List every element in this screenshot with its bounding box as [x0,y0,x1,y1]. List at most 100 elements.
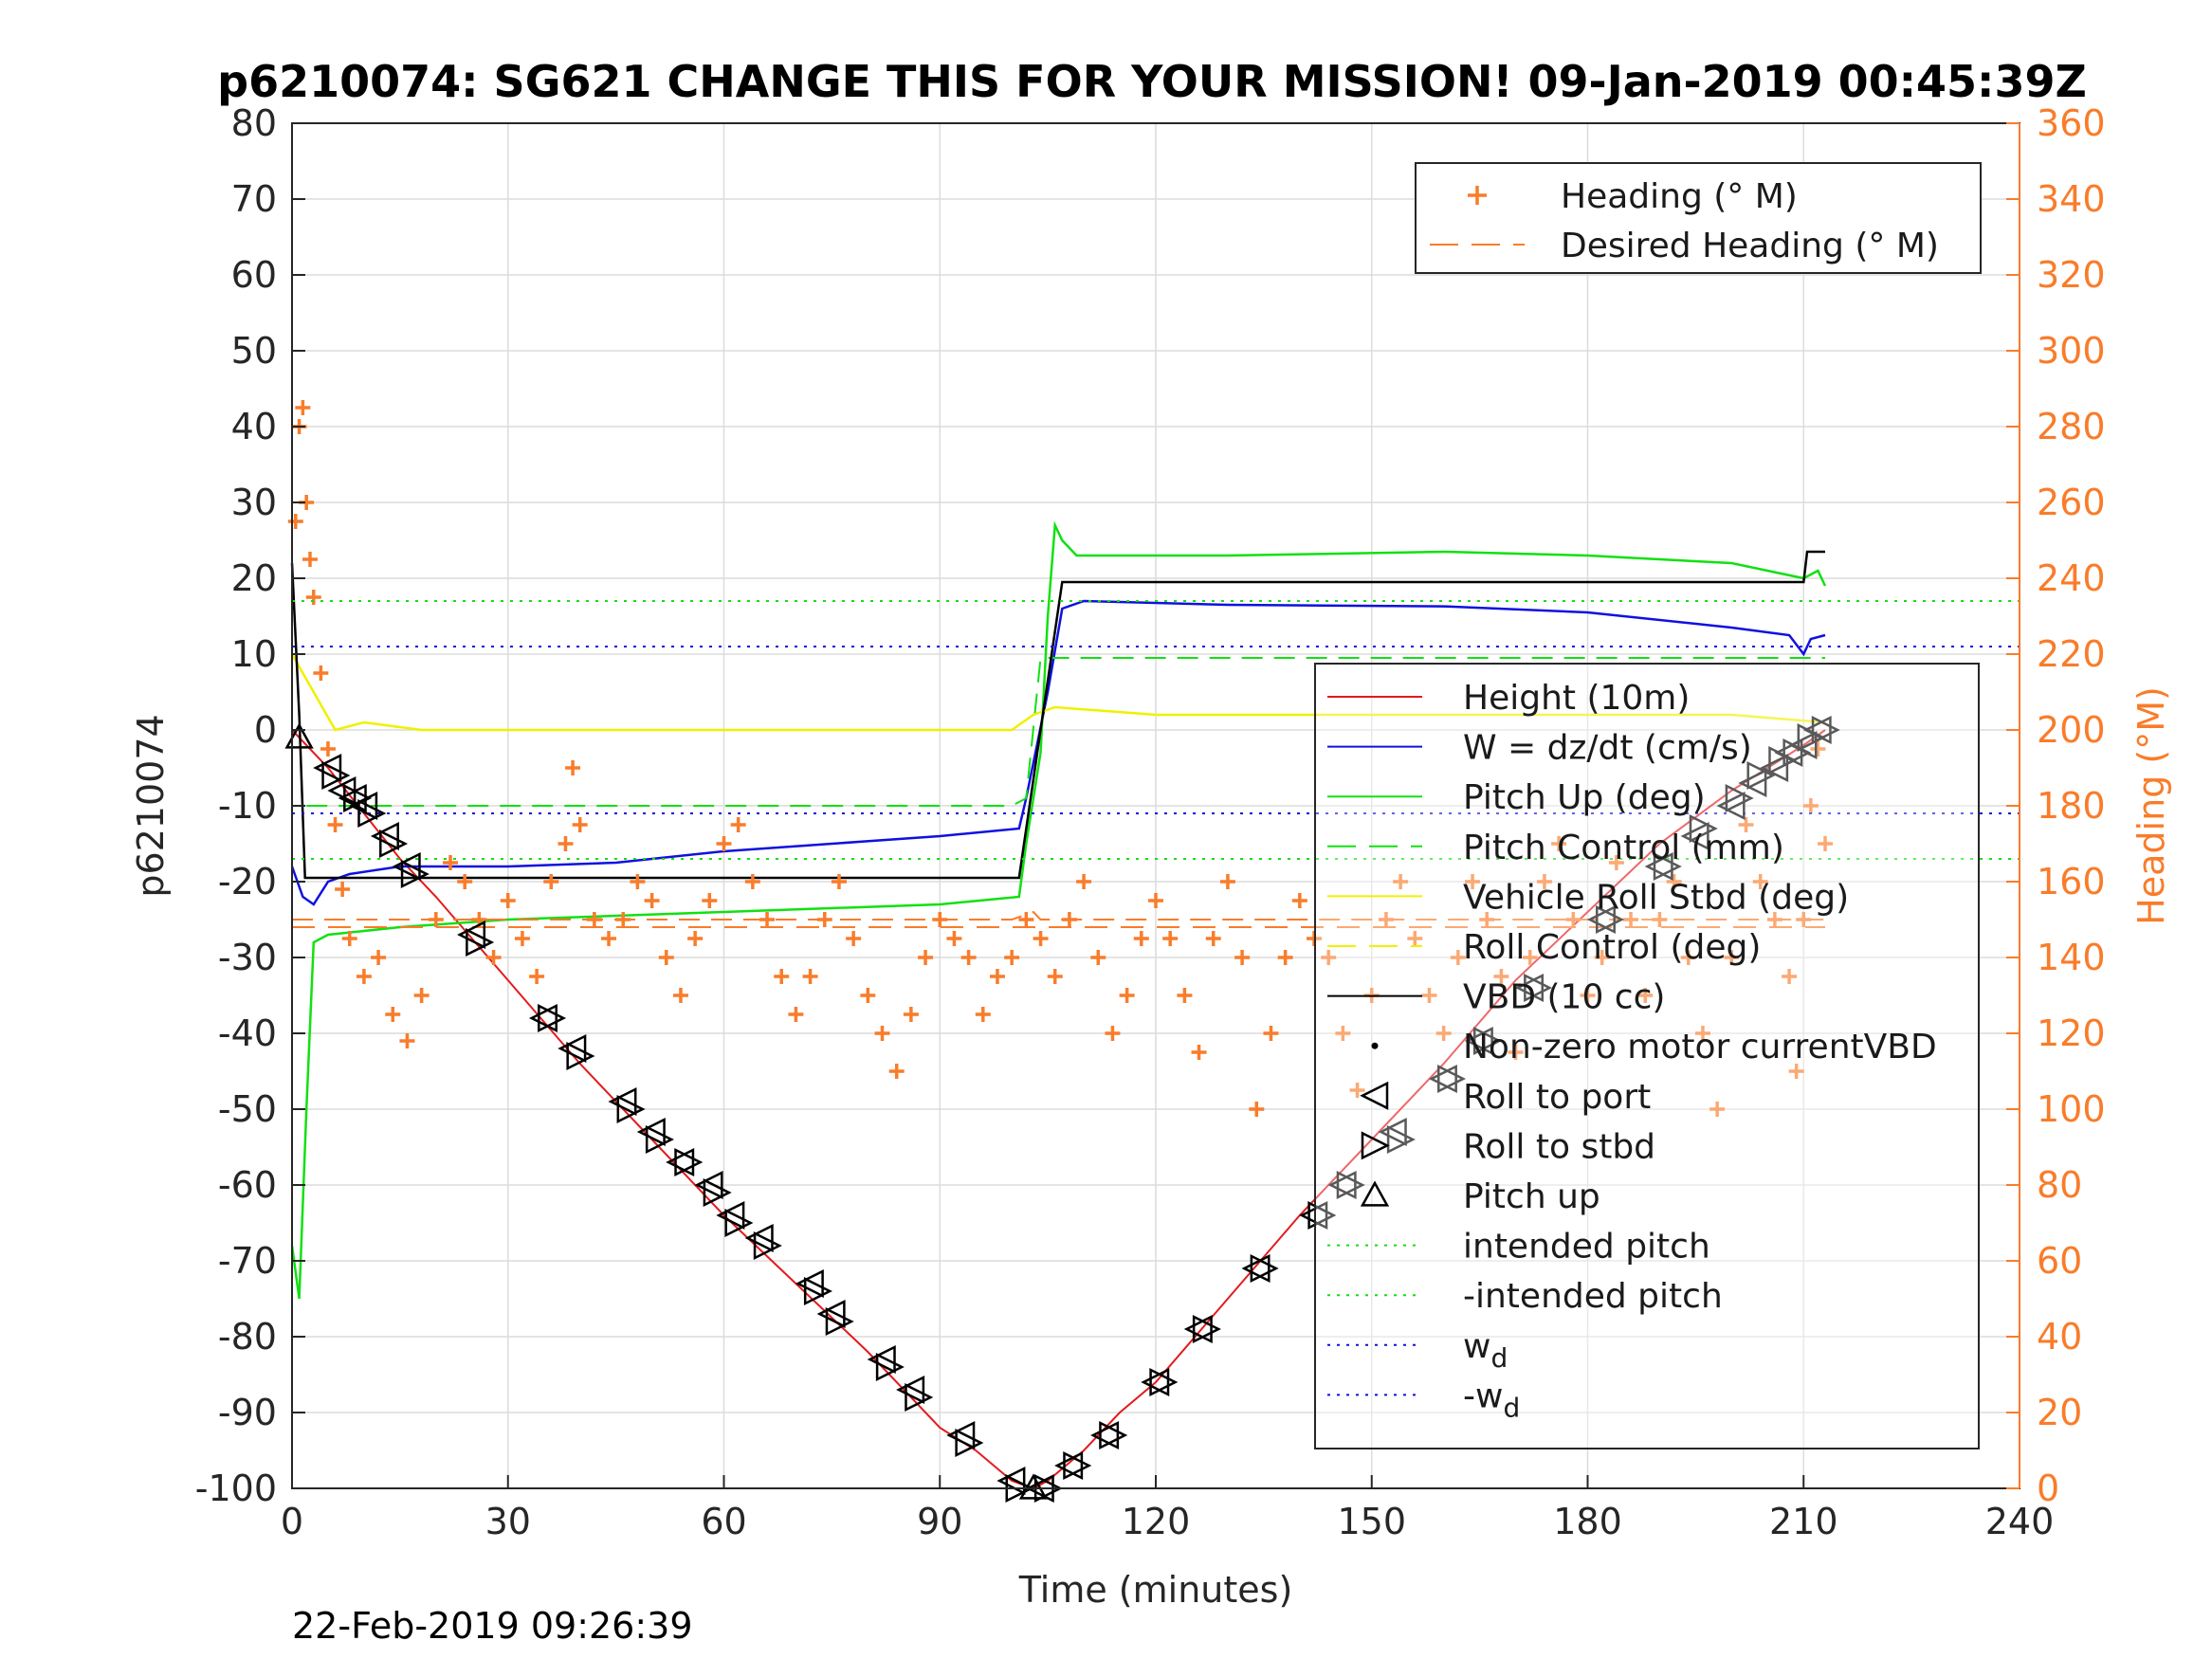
roll-to-stbd-marker [825,1306,854,1337]
roll-to-port-marker [996,1466,1026,1496]
heading-point [759,912,776,927]
heading-point [1608,855,1624,870]
roll-to-port-marker [1054,1450,1084,1481]
roll-to-stbd-marker [724,1208,754,1238]
series-vehicle-roll-stbd-deg [290,653,1826,732]
heading-point [1694,1026,1710,1041]
heading-point [443,855,459,870]
roll-to-stbd-marker [803,1276,832,1306]
heading-point [1105,1026,1121,1041]
roll-to-port-marker [636,1117,666,1147]
heading-point [1788,1064,1804,1079]
y2-tick-label: 40 [2037,1316,2082,1358]
heading-point [1680,950,1696,965]
heading-point [1623,912,1639,927]
y2-tick-label: 100 [2037,1088,2106,1130]
y2-tick-label: 60 [2037,1240,2082,1282]
y2-axis-label: Heading (°M) [2130,686,2172,925]
y-tick-label: -100 [195,1468,277,1509]
heading-point [874,1026,890,1041]
legend-sample [1361,1131,1390,1160]
legend-sample [1360,1081,1389,1110]
heading-point [356,969,372,984]
roll-to-stbd-marker [616,1094,646,1124]
heading-point [1177,988,1193,1003]
y-tick-label: 30 [231,482,277,523]
y-tick-label: -50 [218,1088,277,1130]
roll-to-port-marker [1464,1026,1493,1056]
legend-label: W = dz/dt (cm/s) [1463,729,1752,768]
heading-point [1802,798,1819,813]
roll-to-stbd-marker [905,1382,934,1413]
y-tick-label: 10 [231,633,277,675]
legend-label: intended pitch [1463,1228,1710,1267]
pitch-up-marker [1018,1473,1049,1500]
heading-point [1435,1026,1452,1041]
heading-point [1637,988,1654,1003]
roll-to-stbd-marker [1797,722,1826,753]
roll-to-stbd-marker [1099,1420,1128,1450]
y-tick-label: -30 [218,937,277,978]
y-tick-label: -60 [218,1164,277,1206]
heading-point [1378,912,1394,927]
roll-to-stbd-marker [703,1177,732,1208]
y2-tick-label: 280 [2037,406,2106,447]
y-axis-label: p6210074 [130,714,172,897]
legend-sample [1371,1042,1379,1049]
legend-label: Pitch Up (deg) [1463,778,1706,817]
heading-point [1580,988,1596,1003]
heading-point [335,882,351,897]
heading-point [989,969,1005,984]
legend-label: Non-zero motor currentVBD [1463,1028,1937,1066]
roll-to-port-marker [744,1223,774,1253]
roll-to-stbd-marker [466,927,495,957]
legend-label: Roll Control (deg) [1463,928,1761,967]
roll-to-port-marker [1760,753,1789,783]
legend-sample [1468,186,1487,205]
heading-point [1205,931,1221,946]
roll-to-port-marker [1141,1367,1170,1397]
y-tick-label: -70 [218,1240,277,1282]
heading-point [1018,912,1034,927]
heading-point [485,950,502,965]
legend-main-box [1314,663,1980,1449]
heading-point [1076,874,1092,889]
y2-tick-label: 360 [2037,102,2106,144]
roll-to-port-marker [716,1200,745,1231]
heading-point [1508,1045,1524,1060]
heading-point [341,931,357,946]
roll-to-port-marker [694,1170,723,1200]
heading-point [413,988,430,1003]
heading-point [888,1064,905,1079]
legend-label: Desired Heading (° M) [1561,227,1939,265]
heading-point [630,874,646,889]
roll-to-port-marker [528,1003,558,1033]
heading-point [1119,988,1135,1003]
heading-point [1393,874,1409,889]
y-tick-label: -40 [218,1012,277,1054]
roll-to-port-marker [1183,1314,1213,1344]
legend-label: -intended pitch [1463,1277,1723,1316]
heading-point [1810,741,1826,757]
heading-point [1796,912,1812,927]
roll-to-port-marker [370,821,399,851]
y2-tick-label: 240 [2037,557,2106,599]
roll-to-port-marker [608,1086,637,1117]
y2-tick-label: 320 [2037,254,2106,296]
legend-label-subscript: d [1503,1392,1520,1423]
heading-point [572,817,588,832]
y2-tick-label: 300 [2037,330,2106,372]
heading-point [371,950,387,965]
roll-to-port-marker [1680,821,1709,851]
heading-point [1263,1026,1279,1041]
roll-to-stbd-marker [1768,745,1798,775]
heading-point [846,931,862,946]
roll-to-stbd-marker [1524,973,1553,1003]
heading-point [802,969,818,984]
roll-to-port-marker [666,1147,695,1177]
y-tick-label: 80 [231,102,277,144]
roll-to-stbd-marker [1689,813,1718,844]
roll-to-port-marker [1241,1253,1271,1284]
heading-point [1407,931,1423,946]
heading-point [918,950,934,965]
